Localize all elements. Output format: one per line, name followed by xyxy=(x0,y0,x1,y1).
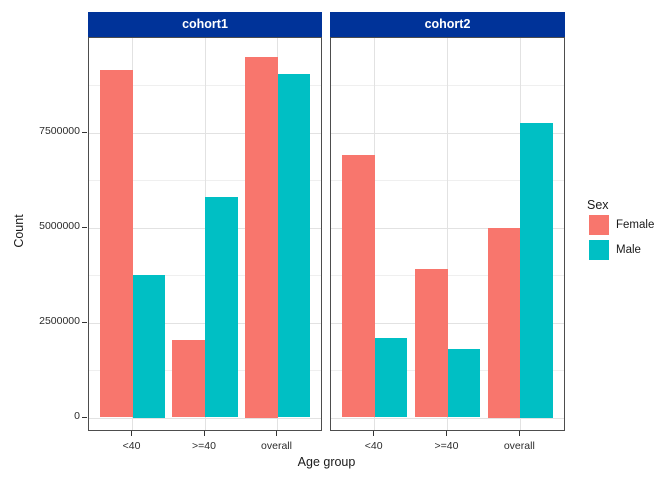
y-tick-mark xyxy=(82,321,87,323)
x-tick-mark xyxy=(131,431,132,436)
gridline-major xyxy=(447,38,448,430)
bar-cohort2-female-0 xyxy=(341,155,375,418)
gridline-major xyxy=(374,38,376,430)
y-tick-label: 2500000 xyxy=(39,315,80,327)
y-tick-mark xyxy=(82,416,87,418)
plot-panel-cohort1 xyxy=(88,37,322,431)
y-tick-label: 7500000 xyxy=(39,125,80,137)
x-tick-label: overall xyxy=(261,440,292,452)
y-tick-label: 0 xyxy=(74,410,80,422)
facet-strip-label: cohort2 xyxy=(424,17,471,31)
bar-cohort2-female-1 xyxy=(414,269,448,418)
x-tick-label: >=40 xyxy=(434,440,459,452)
legend-title: Sex xyxy=(587,198,609,212)
x-tick-mark xyxy=(373,431,375,436)
x-tick-mark xyxy=(203,431,205,436)
bar-cohort1-male-1 xyxy=(205,197,238,418)
x-tick-label: >=40 xyxy=(192,440,216,452)
plot-panel-cohort2 xyxy=(330,37,565,431)
male-color-swatch xyxy=(589,240,609,260)
y-tick-mark xyxy=(82,131,87,133)
facet-strip-cohort2: cohort2 xyxy=(330,12,565,37)
bar-cohort2-female-2 xyxy=(487,227,521,418)
bar-cohort1-male-2 xyxy=(277,73,311,418)
bar-cohort1-female-2 xyxy=(244,56,278,418)
bar-cohort1-female-0 xyxy=(99,69,133,418)
x-tick-mark xyxy=(446,431,447,436)
bar-cohort1-male-0 xyxy=(132,275,166,418)
bar-cohort1-female-1 xyxy=(172,339,205,418)
x-axis-title: Age group xyxy=(297,455,356,469)
x-tick-label: <40 xyxy=(122,440,141,452)
y-tick-mark xyxy=(82,226,87,228)
bar-cohort2-male-0 xyxy=(374,337,408,418)
x-tick-mark xyxy=(518,431,520,436)
x-tick-label: <40 xyxy=(364,440,383,452)
gridline-major xyxy=(132,38,133,430)
facet-strip-label: cohort1 xyxy=(182,17,228,31)
legend-item-male: Male xyxy=(585,239,671,262)
legend-label: Male xyxy=(616,244,641,256)
x-tick-label: overall xyxy=(503,440,535,452)
legend-item-female: Female xyxy=(585,214,671,237)
legend: Sex Female Male xyxy=(585,198,671,262)
bar-cohort2-male-2 xyxy=(520,123,554,418)
x-tick-mark xyxy=(276,431,277,436)
facet-strip-cohort1: cohort1 xyxy=(88,12,322,37)
legend-label: Female xyxy=(616,219,655,231)
bar-cohort2-male-1 xyxy=(447,349,481,418)
female-color-swatch xyxy=(589,215,609,235)
y-tick-label: 5000000 xyxy=(39,220,80,232)
